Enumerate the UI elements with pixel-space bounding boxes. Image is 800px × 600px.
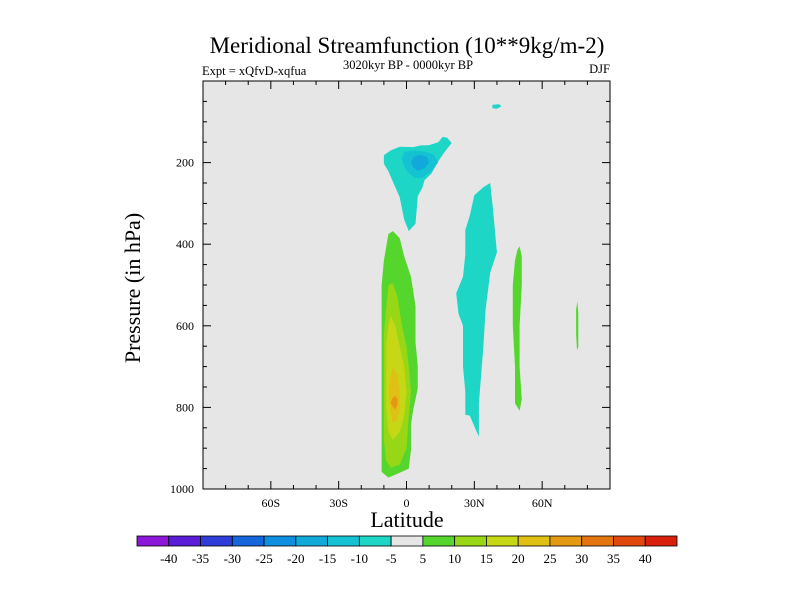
colorbar-label: 15 bbox=[480, 551, 493, 566]
colorbar: -40 -35 -30 -25 -20 -15 -10 -5 5 10 15 20 25 30 35 40 bbox=[136, 535, 678, 566]
colorbar-box bbox=[136, 535, 170, 547]
y-axis-title: Pressure (in hPa) bbox=[120, 213, 145, 363]
colorbar-label: -20 bbox=[287, 551, 304, 566]
colorbar-box bbox=[549, 535, 583, 547]
colorbar-box bbox=[200, 535, 233, 547]
y-tick-label: 800 bbox=[176, 400, 194, 414]
contour-high-lat-positive-sliver bbox=[576, 301, 579, 351]
colorbar-label: -5 bbox=[386, 551, 397, 566]
colorbar-label: -35 bbox=[192, 551, 209, 566]
contour-upper-negative-innermost bbox=[411, 154, 430, 171]
y-tick-label: 200 bbox=[176, 156, 194, 170]
season-label: DJF bbox=[589, 62, 610, 76]
colorbar-label: 40 bbox=[639, 551, 652, 566]
chart-title: Meridional Streamfunction (10**9kg/m-2) bbox=[210, 33, 605, 58]
contour-layer bbox=[381, 104, 579, 478]
colorbar-label: -40 bbox=[160, 551, 177, 566]
colorbar-box bbox=[644, 535, 678, 547]
plot-area: 60S 30S 0 30N 60N 200 400 600 800 1000 bbox=[170, 80, 611, 510]
x-tick-label: 30S bbox=[329, 496, 348, 510]
colorbar-box bbox=[295, 535, 328, 547]
colorbar-box bbox=[168, 535, 201, 547]
colorbar-box bbox=[517, 535, 551, 547]
x-tick-label: 60N bbox=[532, 496, 553, 510]
colorbar-label: 35 bbox=[607, 551, 620, 566]
colorbar-box bbox=[581, 535, 614, 547]
colorbar-label: 25 bbox=[543, 551, 556, 566]
contour-lower-positive-maximum bbox=[388, 366, 400, 423]
colorbar-label: -30 bbox=[224, 551, 241, 566]
tick-layer: 60S 30S 0 30N 60N 200 400 600 800 1000 bbox=[170, 80, 611, 510]
colorbar-box bbox=[231, 535, 265, 547]
contour-mid-positive-band bbox=[512, 246, 522, 411]
y-tick-label: 400 bbox=[176, 237, 194, 251]
contour-lower-positive-peak bbox=[390, 396, 398, 410]
y-tick-label: 1000 bbox=[170, 482, 194, 496]
colorbar-label: 20 bbox=[512, 551, 525, 566]
x-axis-title: Latitude bbox=[370, 507, 443, 532]
colorbar-label: -25 bbox=[255, 551, 272, 566]
colorbar-label: -10 bbox=[351, 551, 368, 566]
colorbar-label: 10 bbox=[448, 551, 461, 566]
colorbar-label: -15 bbox=[319, 551, 336, 566]
contour-top-negative-patch bbox=[492, 104, 502, 109]
colorbar-label: 5 bbox=[420, 551, 427, 566]
x-tick-label: 60S bbox=[261, 496, 280, 510]
y-tick-label: 600 bbox=[176, 319, 194, 333]
colorbar-label: 30 bbox=[575, 551, 588, 566]
colorbar-box bbox=[422, 535, 456, 547]
colorbar-box bbox=[327, 535, 360, 547]
x-tick-label: 30N bbox=[464, 496, 485, 510]
colorbar-box bbox=[454, 535, 487, 547]
contour-mid-negative-cell bbox=[456, 183, 497, 437]
colorbar-box bbox=[263, 535, 297, 547]
period-label: 3020kyr BP - 0000kyr BP bbox=[343, 58, 473, 72]
colorbar-box bbox=[358, 535, 392, 547]
experiment-label: Expt = xQfvD-xqfua bbox=[202, 64, 307, 78]
x-tick-label: 0 bbox=[404, 496, 410, 510]
colorbar-box bbox=[613, 535, 646, 547]
colorbar-box bbox=[390, 535, 424, 547]
colorbar-box bbox=[486, 535, 519, 547]
